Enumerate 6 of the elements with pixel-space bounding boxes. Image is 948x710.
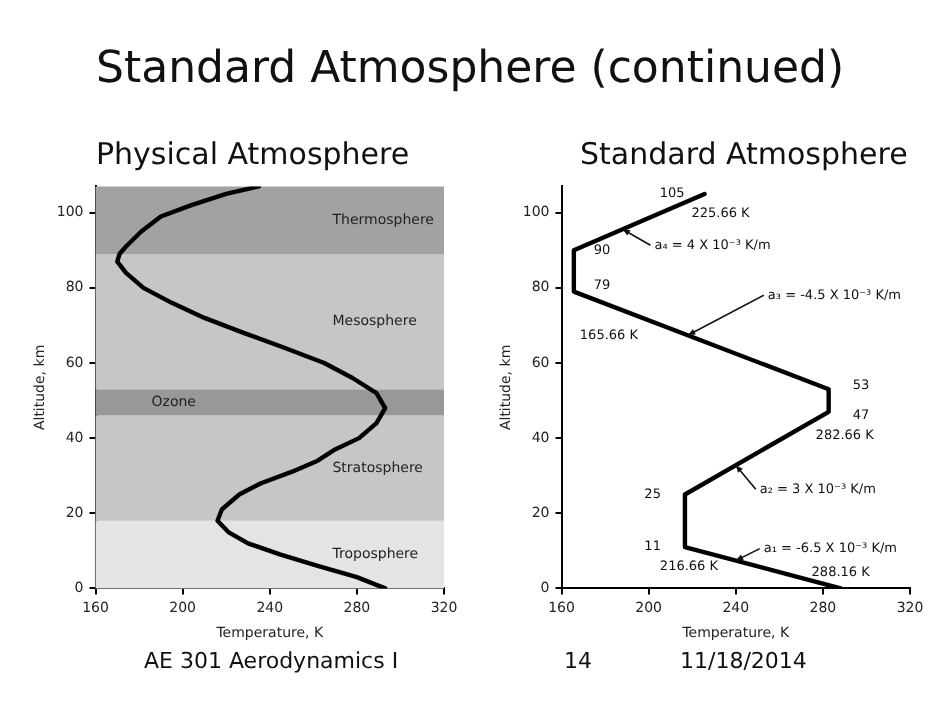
chart-title: Standard Atmosphere	[580, 136, 908, 172]
chart-subtitle: Physical Atmosphere	[96, 136, 410, 172]
text: 14	[564, 648, 592, 674]
text: AE 301 Aerodynamics I	[144, 648, 399, 674]
chart-title: Standard Atmosphere (continued)	[96, 44, 845, 94]
text: 11/18/2014	[680, 648, 807, 674]
